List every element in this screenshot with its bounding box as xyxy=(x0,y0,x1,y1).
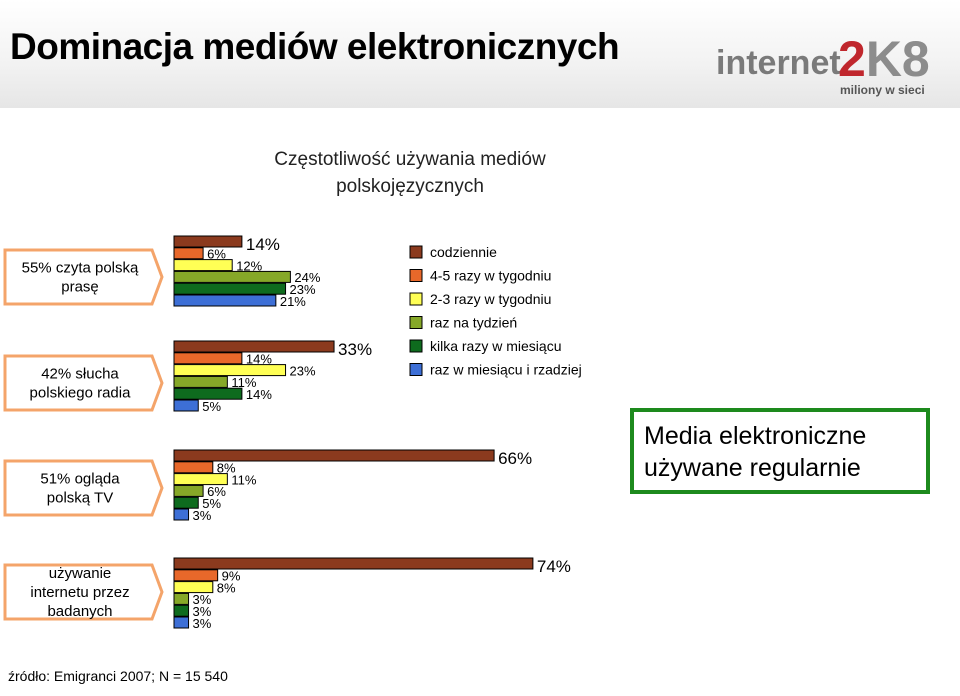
value-label-3-5: 3% xyxy=(193,616,212,631)
value-label-3-0: 74% xyxy=(537,557,571,576)
legend-swatch-0 xyxy=(409,245,423,259)
value-label-1-1: 14% xyxy=(246,352,272,367)
bar-2-0 xyxy=(173,449,495,462)
chart-title-line-2: polskojęzycznych xyxy=(336,176,484,197)
value-label-2-5: 3% xyxy=(193,508,212,523)
annotation-line-2: używane regularnie xyxy=(644,454,861,482)
group-arrow-0 xyxy=(3,248,164,306)
bar-2-2 xyxy=(173,473,228,486)
value-label-1-5: 5% xyxy=(202,399,221,414)
legend-label-0: codziennie xyxy=(430,244,497,260)
group-label-1-0: 42% słucha xyxy=(41,366,119,383)
value-label-0-0: 14% xyxy=(246,235,280,254)
logo-word: internet xyxy=(716,44,841,82)
bar-3-5 xyxy=(173,616,190,629)
value-label-0-5: 21% xyxy=(280,294,306,309)
legend-label-3: raz na tydzień xyxy=(430,315,517,331)
group-label-3-0: używanie xyxy=(49,565,112,582)
value-label-2-2: 11% xyxy=(231,472,256,487)
legend-label-5: raz w miesiącu i rzadziej xyxy=(430,362,582,378)
value-label-0-2: 12% xyxy=(236,258,262,273)
bar-0-5 xyxy=(173,294,277,307)
logo-tagline: miliony w sieci xyxy=(840,83,925,97)
bar-3-0 xyxy=(173,557,534,570)
group-label-2-0: 51% ogląda xyxy=(40,471,120,488)
group-arrow-3 xyxy=(3,563,164,621)
legend-swatch-1 xyxy=(409,269,423,282)
bar-1-0 xyxy=(173,340,335,353)
annotation-box: Media elektroniczne używane regularnie xyxy=(630,408,930,494)
legend-swatch-5 xyxy=(409,363,423,376)
value-label-2-0: 66% xyxy=(498,449,532,468)
bar-2-5 xyxy=(173,508,190,521)
group-label-2-1: polską TV xyxy=(47,490,113,507)
value-label-2-1: 8% xyxy=(217,461,236,476)
bar-0-4 xyxy=(173,282,287,295)
bar-2-3 xyxy=(173,484,204,497)
bar-2-1 xyxy=(173,461,214,474)
value-label-2-4: 5% xyxy=(202,496,221,511)
bar-1-2 xyxy=(173,364,287,377)
value-label-1-2: 23% xyxy=(290,363,316,378)
legend-label-2: 2-3 razy w tygodniu xyxy=(430,291,551,307)
chart-title-line-1: Częstotliwość używania mediów xyxy=(274,149,546,170)
chart-title: Częstotliwość używania mediów polskojęzy… xyxy=(190,146,630,200)
annotation-line-1: Media elektroniczne xyxy=(644,422,867,450)
value-label-3-1: 9% xyxy=(222,569,241,584)
bar-1-4 xyxy=(173,387,243,400)
bar-2-4 xyxy=(173,496,199,509)
group-label-3-2: badanych xyxy=(47,603,112,620)
value-label-1-0: 33% xyxy=(338,340,372,359)
bar-3-1 xyxy=(173,569,219,582)
group-label-0-1: prasę xyxy=(61,279,99,296)
bar-1-1 xyxy=(173,352,243,365)
bar-0-2 xyxy=(173,259,233,272)
group-arrow-1 xyxy=(3,354,164,412)
bar-3-4 xyxy=(173,604,190,617)
internet-2k8-logo: internet 2K8 miliony w sieci xyxy=(712,31,952,100)
logo-number-rest: K8 xyxy=(865,31,930,87)
bar-3-3 xyxy=(173,592,190,605)
value-label-3-4: 3% xyxy=(193,604,212,619)
group-label-3-1: internetu przez xyxy=(30,584,129,601)
legend-swatch-3 xyxy=(409,316,423,329)
bar-3-2 xyxy=(173,581,214,594)
bar-0-1 xyxy=(173,247,204,260)
legend-swatch-2 xyxy=(409,292,423,306)
bar-0-0 xyxy=(173,235,243,248)
value-label-0-4: 23% xyxy=(290,282,316,297)
source-note: źródło: Emigranci 2007; N = 15 540 xyxy=(8,668,228,684)
bar-0-3 xyxy=(173,270,291,283)
value-label-1-3: 11% xyxy=(231,375,256,390)
group-label-1-1: polskiego radia xyxy=(30,385,132,402)
value-label-2-3: 6% xyxy=(207,484,226,499)
header-band: Dominacja mediów elektronicznych interne… xyxy=(0,0,960,108)
group-label-0-0: 55% czyta polską xyxy=(22,260,139,277)
bar-1-3 xyxy=(173,375,228,388)
value-label-1-4: 14% xyxy=(246,387,272,402)
legend-swatch-4 xyxy=(409,339,423,353)
legend-label-1: 4-5 razy w tygodniu xyxy=(430,268,551,284)
logo-number: 2K8 xyxy=(838,30,930,88)
value-label-0-1: 6% xyxy=(207,247,226,262)
value-label-3-2: 8% xyxy=(217,580,236,595)
value-label-0-3: 24% xyxy=(294,270,320,285)
bar-1-5 xyxy=(173,399,199,412)
legend-label-4: kilka razy w miesiącu xyxy=(430,338,561,354)
value-label-3-3: 3% xyxy=(193,592,212,607)
logo-number-two: 2 xyxy=(838,31,866,87)
group-arrow-2 xyxy=(3,459,164,517)
page-title: Dominacja mediów elektronicznych xyxy=(10,26,620,67)
